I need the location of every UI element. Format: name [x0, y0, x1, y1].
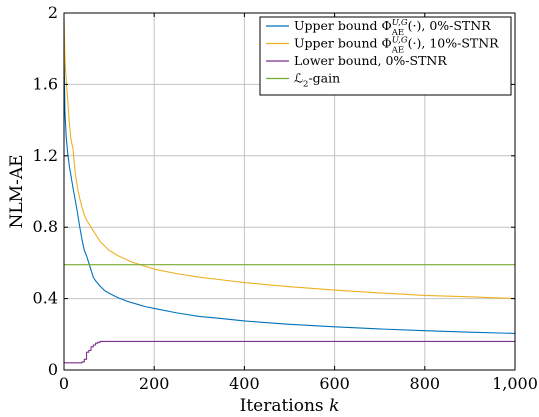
legend-label-upper-0: Upper bound ΦU,G AE (·), 0%-STNR — [294, 18, 491, 38]
y-axis-label: NLM-AE — [7, 154, 27, 228]
legend-label-pre-l2-gain: ℒ — [294, 71, 303, 86]
x-tick-label-1: 200 — [139, 374, 170, 393]
legend-label-post-l2-gain: -gain — [308, 71, 340, 86]
y-tick-label-2: 0.8 — [33, 217, 58, 236]
legend-label-l2-gain: ℒ2-gain — [294, 71, 340, 90]
legend-label-post-upper-10: (·), 10%-STNR — [408, 36, 500, 51]
legend-label-pre-upper-0: Upper bound Φ — [294, 18, 392, 33]
x-axis-label-text: Iterations — [240, 396, 329, 416]
legend-label-pre-upper-10: Upper bound Φ — [294, 36, 392, 51]
legend-label-sub-upper-0: AE — [391, 28, 404, 38]
legend-box — [259, 16, 512, 96]
series-line-lower-0 — [64, 340, 515, 364]
x-tick-label-3: 600 — [319, 374, 350, 393]
y-tick-label-5: 2 — [48, 3, 58, 22]
x-tick-label-2: 400 — [229, 374, 260, 393]
legend-label-sup-upper-0: U,G — [392, 18, 408, 28]
y-tick-label-1: 0.4 — [33, 289, 58, 308]
x-tick-label-5: 1,000 — [492, 374, 538, 393]
legend-label-post-upper-0: (·), 0%-STNR — [408, 18, 492, 33]
legend-label-lower-0: Lower bound, 0%-STNR — [294, 53, 447, 68]
y-tick-label-4: 1.6 — [33, 74, 58, 93]
legend-label-pre-lower-0: Lower bound, 0%-STNR — [294, 53, 447, 68]
x-axis-label: Iterations k — [240, 396, 340, 416]
y-tick-label-0: 0 — [48, 360, 58, 379]
ticks: 0 200 400 600 800 1,000 0 0.4 0.8 1.2 1.6 2 — [33, 3, 538, 393]
series-line-upper-0 — [63, 52, 516, 334]
legend-label-sub-upper-10: AE — [391, 46, 404, 56]
series-line-upper-10 — [63, 18, 516, 300]
x-axis-label-var: k — [329, 396, 339, 416]
legend-label-upper-10: Upper bound ΦU,G AE (·), 10%-STNR — [294, 36, 499, 56]
plot-frame — [63, 12, 516, 371]
y-tick-label-3: 1.2 — [33, 146, 58, 165]
series-layer — [63, 18, 516, 364]
legend-label-sub-l2-gain: 2 — [303, 80, 308, 90]
x-tick-label-4: 800 — [410, 374, 441, 393]
x-tick-label-0: 0 — [59, 374, 69, 393]
legend-label-sup-upper-10: U,G — [392, 36, 408, 46]
